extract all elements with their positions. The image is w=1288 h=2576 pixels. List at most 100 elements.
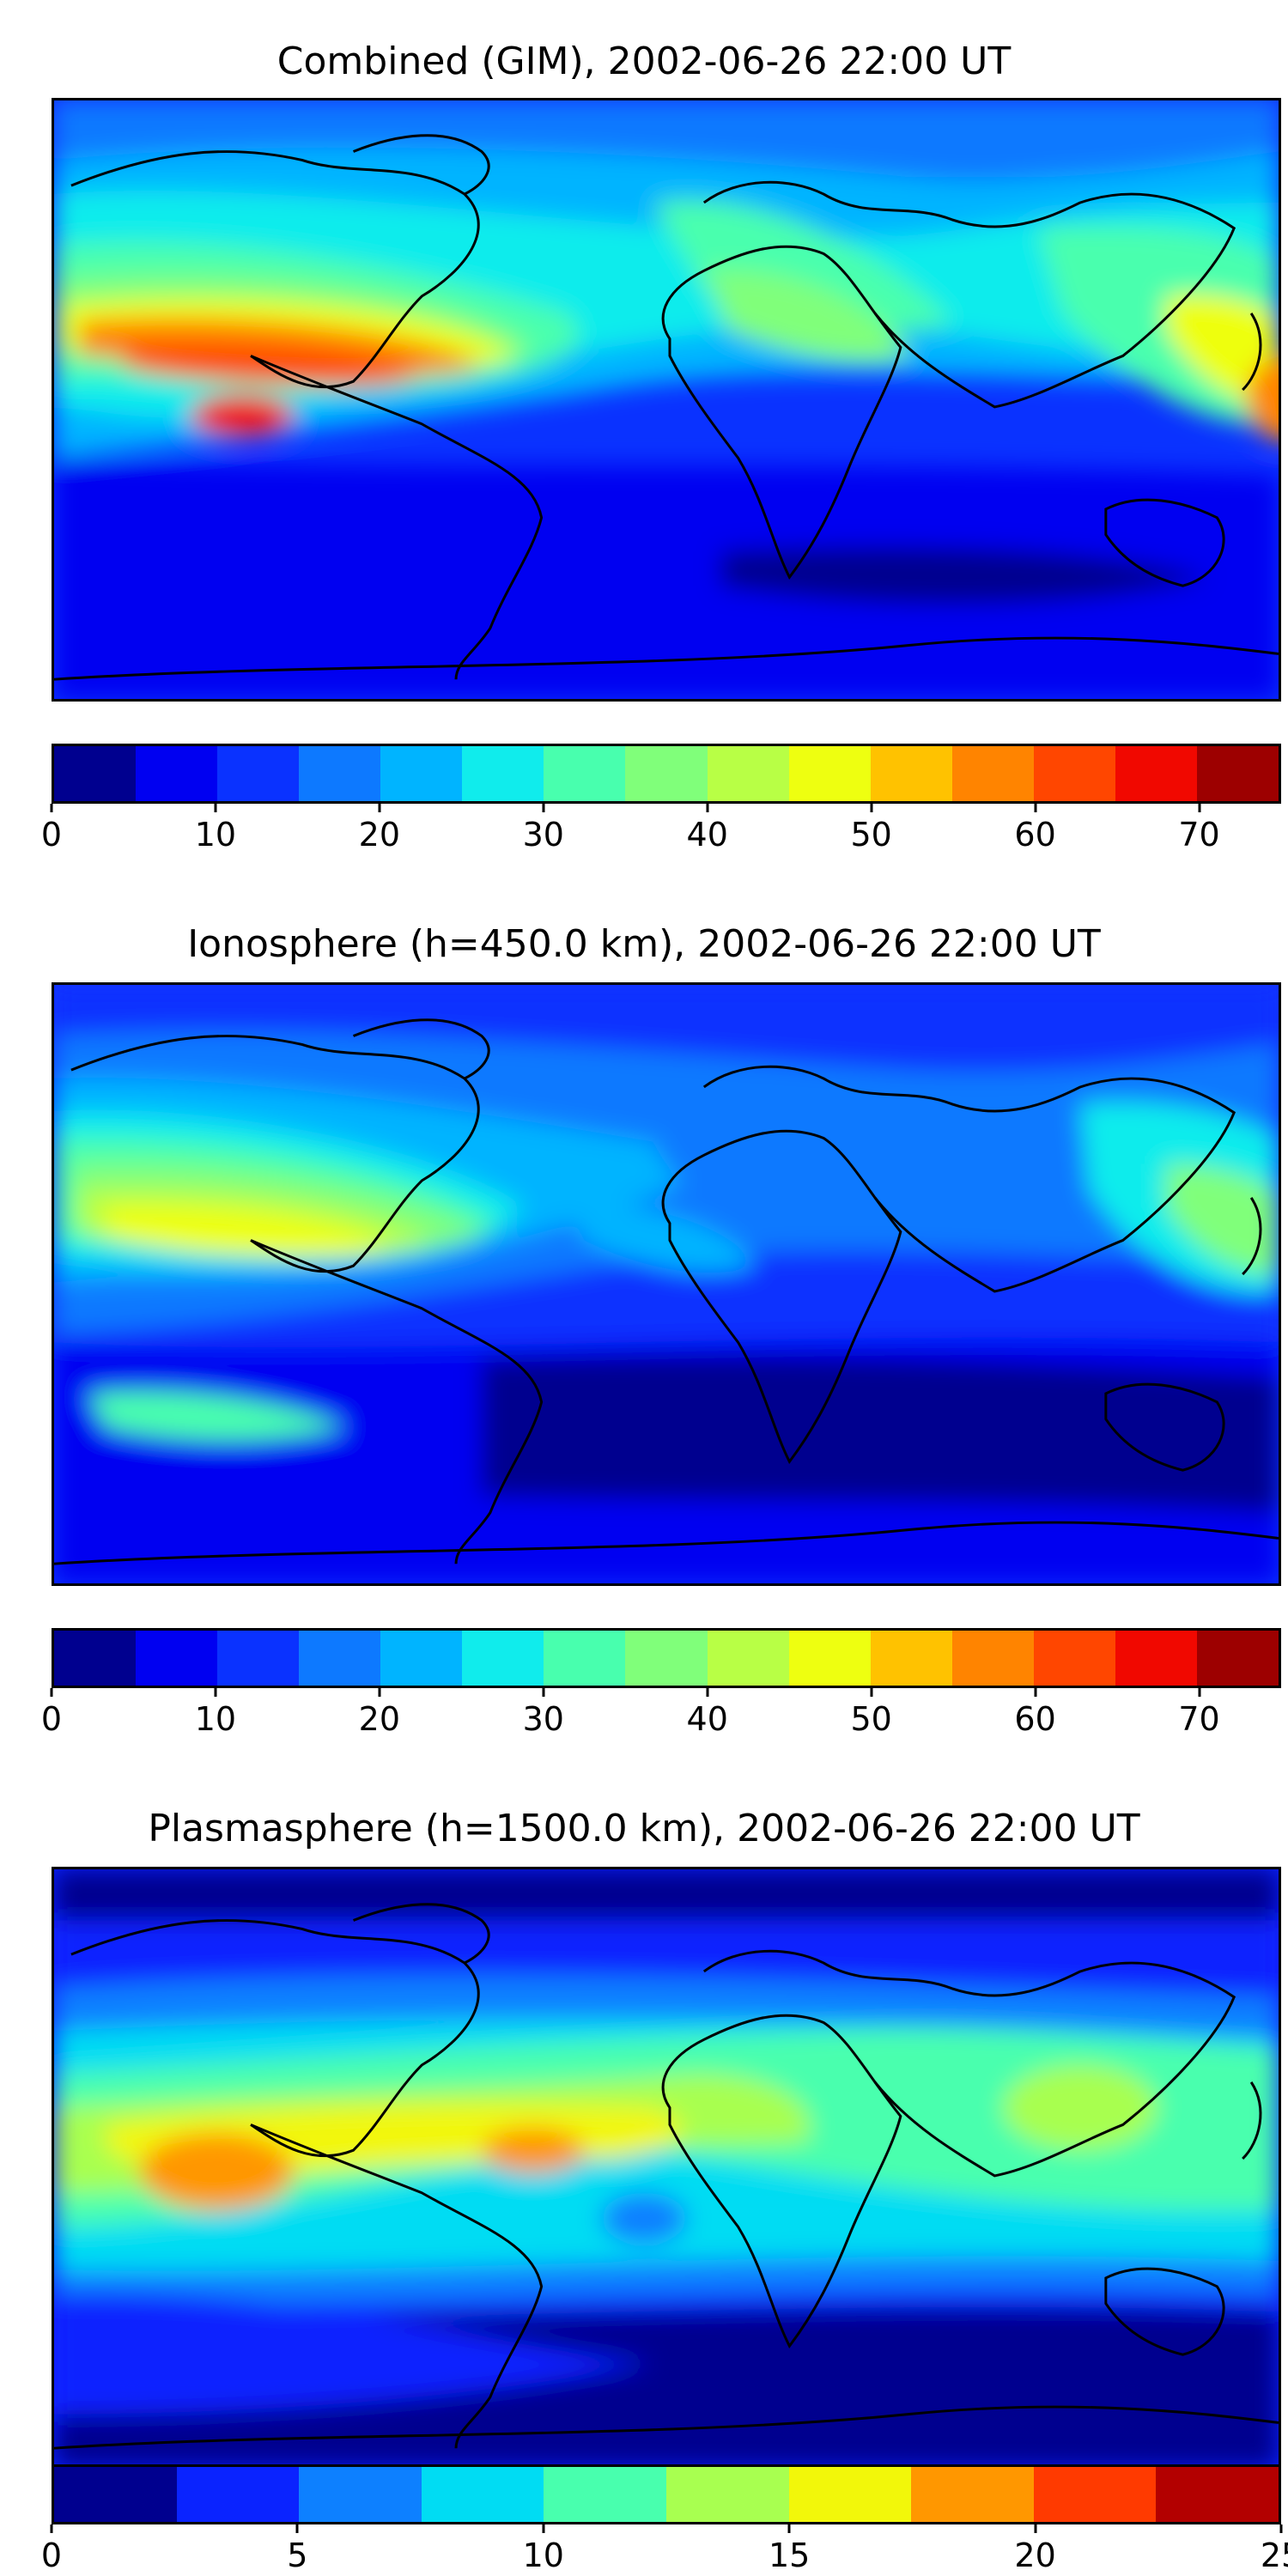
contour-field-ionosphere xyxy=(54,985,1279,1583)
colorbar-tick-label-7: 70 xyxy=(1178,1700,1220,1738)
colorbar-bin-13 xyxy=(1115,746,1197,801)
colorbar-tick-label-0: 0 xyxy=(40,816,63,854)
colorbar-ticks-ionosphere: 0 10 20 30 40 50 60 70 xyxy=(41,1688,1281,1740)
colorbar-bin-0 xyxy=(54,1631,137,1686)
colorbar-ticks-combined: 0 10 20 30 40 50 60 70 xyxy=(41,804,1281,855)
colorbar-bin-7 xyxy=(625,1631,708,1686)
colorbar-bin-7 xyxy=(625,746,708,801)
colorbar-bin-11 xyxy=(951,1631,1034,1686)
colorbar-bin-2 xyxy=(299,2467,422,2522)
colorbar-bin-1 xyxy=(136,1631,218,1686)
colorbar-bin-0 xyxy=(54,2467,177,2522)
coastlines xyxy=(54,1903,1279,2450)
colorbar-bin-4 xyxy=(544,2467,666,2522)
colorbar-tick-7 xyxy=(1198,804,1201,812)
colorbar-tick-0 xyxy=(50,2524,53,2533)
colorbar-tick-label-0: 0 xyxy=(40,2537,63,2574)
colorbar-tick-label-1: 5 xyxy=(287,2537,308,2574)
colorbar-bin-10 xyxy=(870,1631,952,1686)
colorbar-bin-6 xyxy=(544,1631,626,1686)
panel-title: Plasmasphere (h=1500.0 km), 2002-06-26 2… xyxy=(148,1807,1140,1850)
colorbar-tick-3 xyxy=(787,2524,791,2533)
colorbar-tick-2 xyxy=(378,804,381,812)
colorbar-tick-label-1: 10 xyxy=(194,816,237,854)
colorbar-tick-label-0: 0 xyxy=(40,1700,63,1738)
panel-title: Combined (GIM), 2002-06-26 22:00 UT xyxy=(276,39,1012,83)
colorbar-bin-12 xyxy=(1033,1631,1115,1686)
colorbar-tick-label-3: 15 xyxy=(769,2537,811,2574)
map-plasmasphere xyxy=(52,1867,1281,2470)
colorbar-bin-4 xyxy=(380,1631,463,1686)
colorbar-tick-2 xyxy=(378,1688,381,1697)
colorbar-bin-6 xyxy=(788,2467,912,2522)
colorbar-bin-4 xyxy=(380,746,463,801)
colorbar-tick-3 xyxy=(542,804,545,812)
colorbar-bin-14 xyxy=(1196,746,1279,801)
colorbar-tick-4 xyxy=(1034,2524,1037,2533)
colorbar-bin-5 xyxy=(462,1631,544,1686)
colorbar-bin-5 xyxy=(665,2467,789,2522)
colorbar-tick-4 xyxy=(706,1688,709,1697)
colorbar-tick-7 xyxy=(1198,1688,1201,1697)
colorbar-tick-5 xyxy=(870,1688,873,1697)
colorbar-bin-2 xyxy=(217,746,300,801)
colorbar-tick-1 xyxy=(214,804,217,812)
colorbar-tick-5 xyxy=(870,804,873,812)
map-combined xyxy=(52,98,1281,702)
colorbar-bin-1 xyxy=(176,2467,300,2522)
colorbar-tick-5 xyxy=(1279,2524,1283,2533)
colorbar-tick-6 xyxy=(1034,1688,1037,1697)
colorbar-tick-6 xyxy=(1034,804,1037,812)
colorbar-tick-label-5: 50 xyxy=(850,816,892,854)
colorbar-tick-0 xyxy=(50,1688,53,1697)
colorbar-tick-3 xyxy=(542,1688,545,1697)
colorbar-tick-label-2: 20 xyxy=(358,816,401,854)
colorbar-tick-label-3: 30 xyxy=(522,1700,564,1738)
colorbar-bin-13 xyxy=(1115,1631,1197,1686)
coastlines xyxy=(54,134,1279,681)
contour-field-plasmasphere xyxy=(54,1869,1279,2468)
colorbar-tick-label-6: 60 xyxy=(1014,1700,1056,1738)
colorbar-bin-8 xyxy=(1033,2467,1157,2522)
colorbar-ticks-plasmasphere: 0 5 10 15 20 25 xyxy=(41,2524,1288,2576)
colorbar-tick-label-2: 10 xyxy=(522,2537,564,2574)
colorbar-bin-8 xyxy=(707,1631,789,1686)
colorbar-bin-11 xyxy=(951,746,1034,801)
colorbar-bin-5 xyxy=(462,746,544,801)
colorbar-bin-7 xyxy=(911,2467,1034,2522)
coastlines xyxy=(54,1018,1279,1565)
colorbar-bin-9 xyxy=(1156,2467,1279,2522)
colorbar-tick-2 xyxy=(542,2524,545,2533)
colorbar-bin-3 xyxy=(421,2467,544,2522)
colorbar-tick-label-5: 50 xyxy=(850,1700,892,1738)
colorbar-ionosphere xyxy=(52,1628,1281,1688)
colorbar-bin-3 xyxy=(299,1631,381,1686)
colorbar-bin-12 xyxy=(1033,746,1115,801)
map-ionosphere xyxy=(52,982,1281,1586)
colorbar-tick-label-1: 10 xyxy=(194,1700,237,1738)
colorbar-plasmasphere xyxy=(52,2464,1281,2524)
colorbar-tick-label-4: 40 xyxy=(686,816,728,854)
colorbar-tick-label-4: 40 xyxy=(686,1700,728,1738)
colorbar-combined xyxy=(52,744,1281,804)
colorbar-tick-label-7: 70 xyxy=(1178,816,1220,854)
colorbar-tick-label-4: 20 xyxy=(1014,2537,1056,2574)
colorbar-tick-label-6: 60 xyxy=(1014,816,1056,854)
colorbar-bin-3 xyxy=(299,746,381,801)
colorbar-bin-9 xyxy=(788,1631,871,1686)
colorbar-bin-8 xyxy=(707,746,789,801)
colorbar-tick-1 xyxy=(295,2524,299,2533)
colorbar-bin-9 xyxy=(788,746,871,801)
colorbar-bin-2 xyxy=(217,1631,300,1686)
colorbar-bin-0 xyxy=(54,746,137,801)
colorbar-tick-1 xyxy=(214,1688,217,1697)
colorbar-tick-label-5: 25 xyxy=(1260,2537,1288,2574)
colorbar-bin-10 xyxy=(870,746,952,801)
colorbar-bin-14 xyxy=(1196,1631,1279,1686)
colorbar-bin-1 xyxy=(136,746,218,801)
colorbar-tick-label-2: 20 xyxy=(358,1700,401,1738)
colorbar-bin-6 xyxy=(544,746,626,801)
colorbar-tick-label-3: 30 xyxy=(522,816,564,854)
contour-field-combined xyxy=(54,100,1279,699)
panel-title: Ionosphere (h=450.0 km), 2002-06-26 22:0… xyxy=(187,922,1101,966)
